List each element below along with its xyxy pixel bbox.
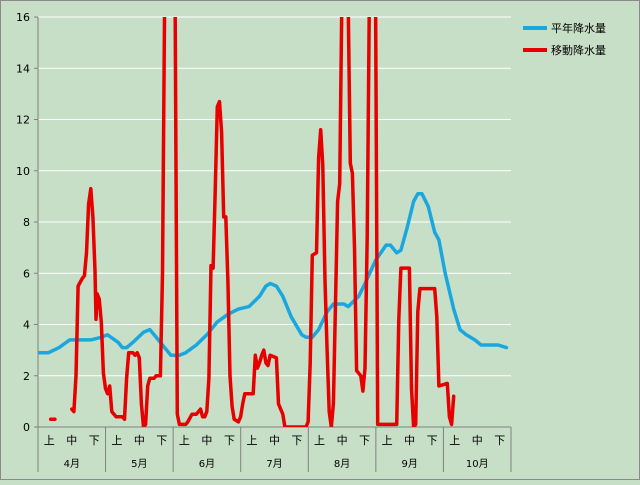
x-dekad-label: 中 [337,434,348,447]
x-month-label: 7月 [266,458,282,470]
x-dekad-label: 上 [44,434,55,447]
y-tick-label: 16 [16,11,30,24]
x-dekad-label: 下 [156,434,167,447]
x-dekad-label: 上 [246,434,257,447]
x-dekad-label: 上 [382,434,393,447]
y-tick-label: 6 [23,267,30,280]
x-dekad-label: 上 [179,434,190,447]
y-tick-label: 4 [23,319,30,332]
x-dekad-label: 中 [66,434,77,447]
y-tick-label: 8 [23,216,30,229]
x-dekad-label: 下 [359,434,370,447]
x-dekad-label: 上 [449,434,460,447]
y-tick-label: 10 [16,165,30,178]
x-dekad-label: 下 [427,434,438,447]
series-line-moving-precipitation [70,17,456,427]
x-dekad-label: 中 [404,434,415,447]
y-tick-label: 2 [23,370,30,383]
x-month-label: 4月 [64,458,80,470]
x-dekad-label: 中 [201,434,212,447]
x-dekad-label: 中 [134,434,145,447]
x-dekad-label: 中 [269,434,280,447]
x-dekad-label: 中 [472,434,483,447]
x-dekad-label: 上 [314,434,325,447]
legend-label: 移動降水量 [551,43,606,57]
x-dekad-label: 下 [89,434,100,447]
x-month-label: 5月 [131,458,147,470]
x-dekad-label: 下 [292,434,303,447]
legend-label: 平年降水量 [551,21,606,35]
x-dekad-label: 下 [494,434,505,447]
y-tick-label: 0 [23,421,30,434]
x-dekad-label: 下 [224,434,235,447]
series-line-normal-precipitation [38,192,509,358]
x-month-label: 9月 [401,458,417,470]
y-tick-label: 14 [16,62,30,75]
x-month-label: 10月 [466,458,489,470]
x-month-label: 6月 [199,458,215,470]
x-month-label: 8月 [334,458,350,470]
y-tick-label: 12 [16,114,30,127]
x-dekad-label: 上 [111,434,122,447]
